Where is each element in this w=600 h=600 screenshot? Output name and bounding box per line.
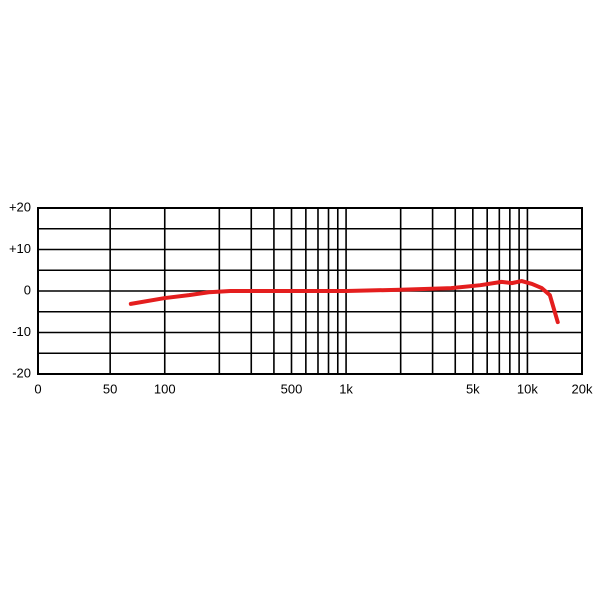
x-tick-label: 100: [154, 381, 176, 396]
y-tick-label: +10: [9, 241, 31, 256]
x-tick-label: 10k: [517, 381, 538, 396]
x-tick-label: 1k: [339, 381, 353, 396]
y-tick-label: +20: [9, 199, 31, 214]
response-curve: [128, 279, 560, 325]
x-tick-label: 20k: [572, 381, 593, 396]
y-tick-label: 0: [24, 282, 31, 297]
y-tick-label: -20: [12, 365, 31, 380]
x-tick-label: 5k: [466, 381, 480, 396]
y-tick-label: -10: [12, 324, 31, 339]
x-tick-label: 0: [34, 381, 41, 396]
x-tick-label: 50: [103, 381, 117, 396]
x-tick-label: 500: [281, 381, 303, 396]
